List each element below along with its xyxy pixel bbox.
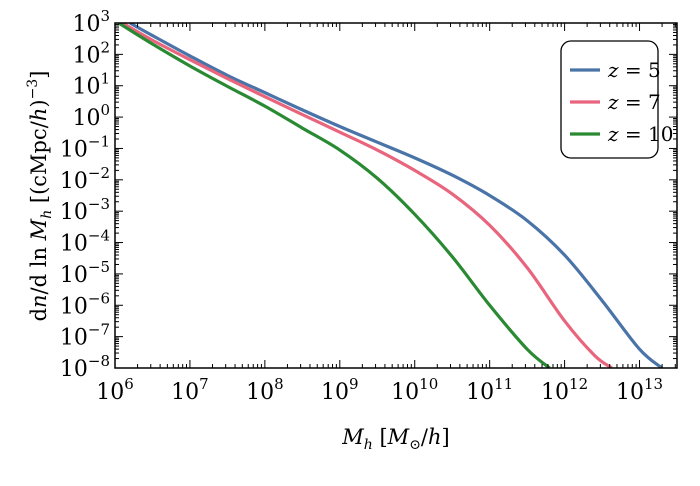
legend-label: z = 7 xyxy=(607,90,661,114)
y-tick-label: 101 xyxy=(72,70,110,100)
y-tick-label: 10−5 xyxy=(60,258,110,288)
x-tick-label: 109 xyxy=(321,375,359,405)
x-tick-label: 1011 xyxy=(466,375,513,405)
y-tick-label: 102 xyxy=(72,38,110,68)
x-tick-label: 108 xyxy=(246,375,284,405)
y-tick-label: 100 xyxy=(72,101,110,131)
y-tick-label: 10−2 xyxy=(60,164,110,194)
y-tick-label: 10−8 xyxy=(60,352,110,382)
y-axis-label: dn/d ln Mh [(cMpc/h)−3] xyxy=(25,71,55,322)
y-tick-label: 103 xyxy=(72,7,110,37)
series-line-z5 xyxy=(129,23,664,368)
legend: z = 5 z = 7 z = 10 xyxy=(560,40,673,159)
legend-label: z = 10 xyxy=(607,122,673,146)
x-axis-label: Mh [M⊙/h] xyxy=(341,425,449,453)
series-line-z10 xyxy=(117,23,551,368)
y-tick-label: 10−6 xyxy=(60,289,110,319)
y-tick-label: 10−1 xyxy=(60,132,110,162)
x-tick-label: 1010 xyxy=(391,375,438,405)
series-line-z7 xyxy=(121,23,613,368)
x-tick-label: 106 xyxy=(96,375,134,405)
y-tick-label: 10−3 xyxy=(60,195,110,225)
y-tick-label: 10−7 xyxy=(60,321,110,351)
x-tick-label: 1013 xyxy=(616,375,663,405)
x-tick-label: 107 xyxy=(171,375,209,405)
legend-label: z = 5 xyxy=(607,58,661,82)
x-tick-label: 1012 xyxy=(541,375,588,405)
plot-frame xyxy=(114,22,678,369)
y-tick-label: 10−4 xyxy=(60,227,110,257)
